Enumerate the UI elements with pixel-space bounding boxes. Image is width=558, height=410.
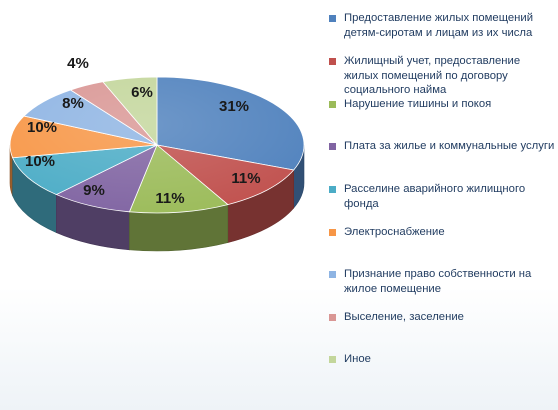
- legend-label: Иное: [344, 353, 371, 365]
- legend-label: Жилищный учет, предоставление жилых поме…: [344, 55, 521, 96]
- legend-item: Электроснабжение: [329, 225, 555, 240]
- data-label-3: 11%: [155, 190, 184, 207]
- legend-item: Плата за жилье и коммунальные услуги: [329, 139, 555, 154]
- legend-item: Жилищный учет, предоставление жилых поме…: [329, 54, 555, 98]
- legend-label: Нарушение тишины и покоя: [344, 98, 492, 110]
- pie-sides: [9, 144, 305, 252]
- legend-label: Признание право собственности на жилое п…: [344, 268, 532, 295]
- legend-swatch: [329, 356, 336, 363]
- legend-swatch: [329, 58, 336, 65]
- legend-item: Нарушение тишины и покоя: [329, 97, 555, 112]
- legend-item: Признание право собственности на жилое п…: [329, 267, 555, 296]
- legend-swatch: [329, 229, 336, 236]
- data-label-9: 6%: [131, 84, 153, 101]
- legend-label: Предоставление жилых помещений детям-сир…: [344, 12, 534, 39]
- legend-item: Иное: [329, 352, 555, 367]
- data-label-7: 8%: [62, 95, 84, 112]
- pie-tops: [9, 76, 305, 214]
- data-label-8: 4%: [67, 55, 89, 72]
- data-label-1: 31%: [219, 98, 249, 115]
- legend-swatch: [329, 314, 336, 321]
- data-label-4: 9%: [83, 182, 105, 199]
- data-label-5: 10%: [25, 153, 55, 170]
- pie-labels: 31% 11% 11% 9% 10% 10% 8% 4% 6%: [25, 55, 261, 207]
- legend-swatch: [329, 186, 336, 193]
- legend-label: Выселение, заселение: [344, 311, 464, 323]
- legend-label: Расселине аварийного жилищного фонда: [344, 183, 526, 210]
- legend-swatch: [329, 143, 336, 150]
- pie-highlight: [10, 77, 304, 213]
- data-label-6: 10%: [27, 119, 57, 136]
- legend-swatch: [329, 101, 336, 108]
- legend-swatch: [329, 15, 336, 22]
- legend-item: Выселение, заселение: [329, 310, 555, 325]
- legend-item: Предоставление жилых помещений детям-сир…: [329, 11, 555, 40]
- legend-swatch: [329, 271, 336, 278]
- legend-label: Плата за жилье и коммунальные услуги: [344, 140, 555, 152]
- legend-item: Расселине аварийного жилищного фонда: [329, 182, 555, 211]
- data-label-2: 11%: [231, 170, 260, 187]
- legend-label: Электроснабжение: [344, 226, 445, 238]
